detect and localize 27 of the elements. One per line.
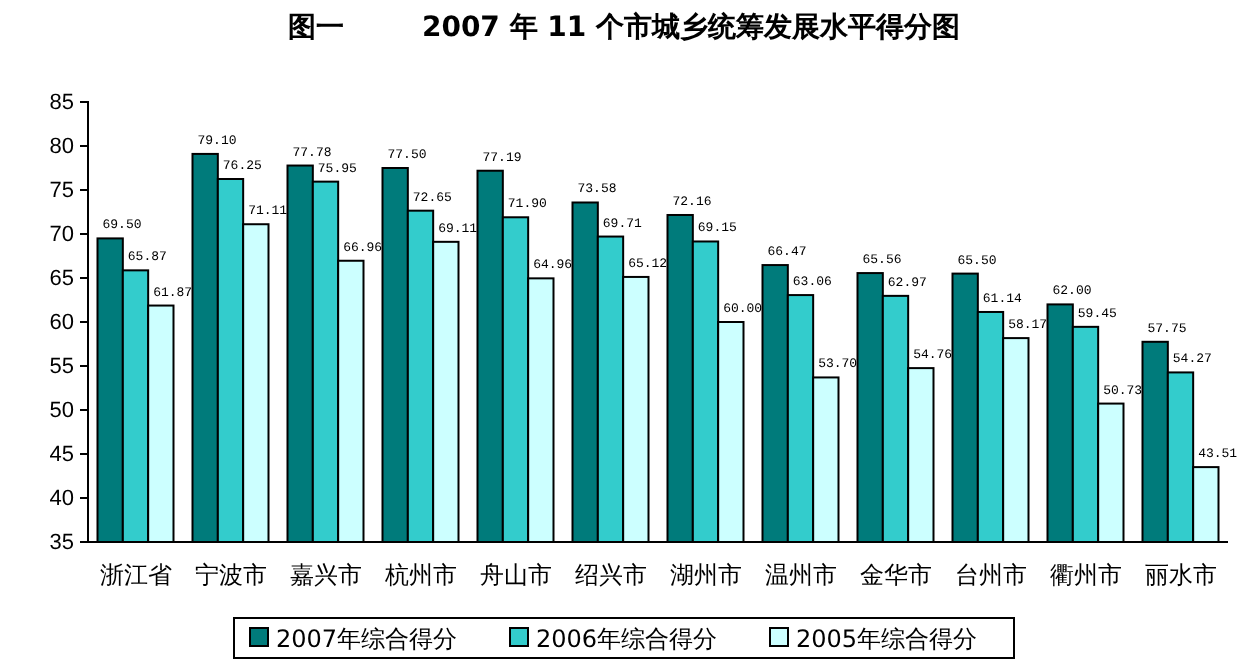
y-tick-label: 85	[49, 91, 74, 116]
x-tick-label: 宁波市	[194, 561, 267, 590]
chart-title: 图一 2007 年 11 个市城乡统筹发展水平得分图	[287, 10, 961, 44]
y-tick-label: 35	[49, 531, 74, 556]
y-tick-label: 60	[49, 311, 74, 336]
y-tick-label: 50	[49, 399, 74, 424]
x-tick-label: 金华市	[859, 561, 932, 590]
y-tick-label: 75	[49, 179, 74, 204]
x-tick-label: 绍兴市	[574, 561, 647, 590]
x-tick-label: 湖州市	[669, 561, 742, 590]
x-tick-label: 舟山市	[479, 561, 552, 590]
legend-label: 2005年综合得分	[796, 625, 978, 653]
legend-label: 2007年综合得分	[276, 625, 458, 653]
y-tick-label: 40	[49, 487, 74, 512]
x-tick-label: 衢州市	[1049, 561, 1122, 590]
y-tick-label: 45	[49, 443, 74, 468]
legend-label: 2006年综合得分	[536, 625, 718, 653]
x-tick-label: 杭州市	[382, 561, 457, 590]
y-tick-label: 70	[49, 223, 74, 248]
x-tick-label: 嘉兴市	[289, 561, 362, 590]
x-tick-label: 丽水市	[1144, 561, 1217, 590]
y-tick-label: 55	[49, 355, 74, 380]
y-tick-label: 65	[49, 267, 74, 292]
x-tick-label: 台州市	[954, 561, 1027, 590]
x-tick-label: 温州市	[764, 561, 837, 590]
x-tick-label: 浙江省	[99, 561, 172, 590]
y-tick-label: 80	[49, 135, 74, 160]
